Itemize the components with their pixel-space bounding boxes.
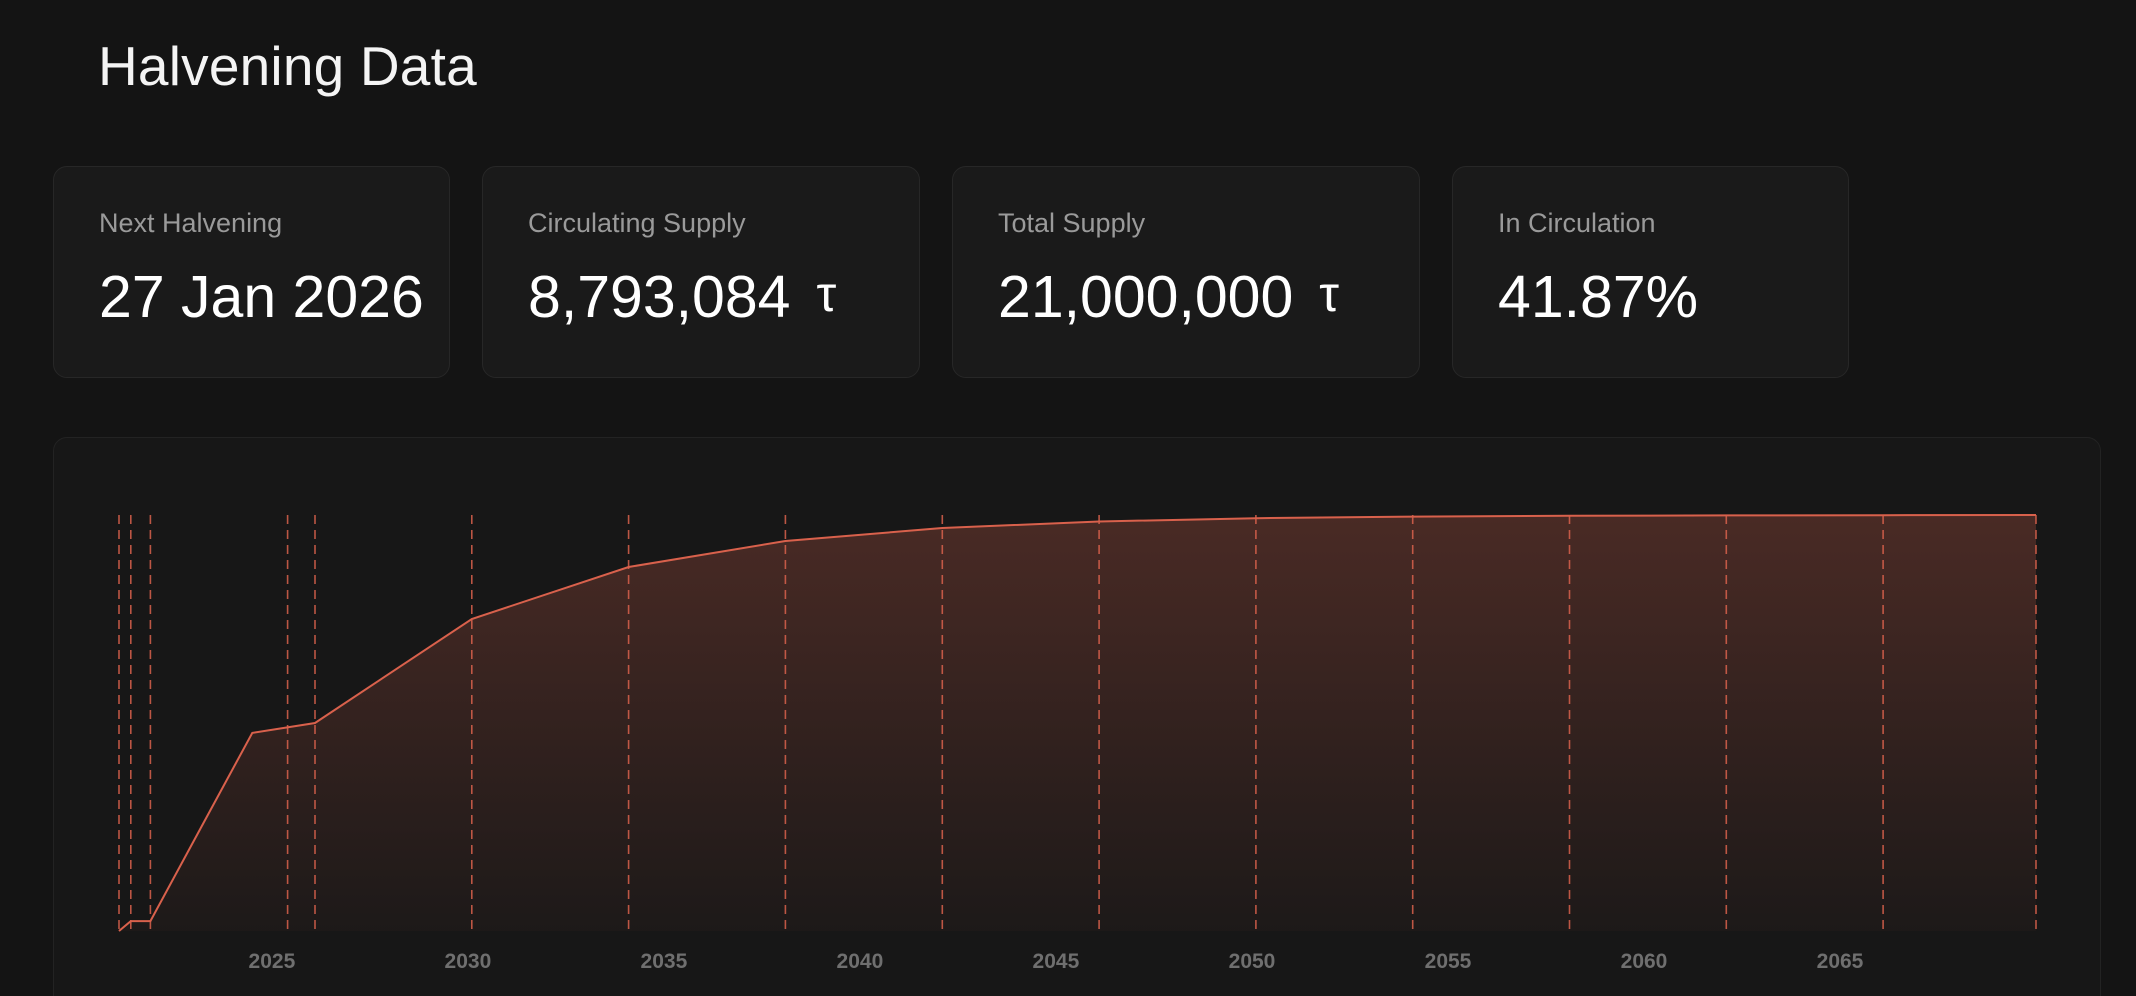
x-tick-label: 2025 bbox=[249, 950, 296, 973]
total-supply-card: Total Supply 21,000,000 τ bbox=[952, 166, 1420, 378]
page-title: Halvening Data bbox=[98, 35, 477, 97]
circulating-supply-card: Circulating Supply 8,793,084 τ bbox=[482, 166, 920, 378]
x-tick-label: 2050 bbox=[1229, 950, 1276, 973]
supply-chart: 2025 2030 2035 2040 2045 2050 2055 2060 2065 bbox=[118, 514, 2037, 973]
in-circulation-percent: 41.87% bbox=[1498, 264, 1699, 330]
total-supply-value: 21,000,000 τ bbox=[998, 263, 1339, 331]
x-tick-label: 2045 bbox=[1033, 950, 1080, 973]
next-halvening-card: Next Halvening 27 Jan 2026 bbox=[53, 166, 450, 378]
supply-chart-card: 2025 2030 2035 2040 2045 2050 2055 2060 2065 bbox=[53, 437, 2101, 996]
x-tick-label: 2065 bbox=[1817, 950, 1864, 973]
total-supply-number: 21,000,000 bbox=[998, 264, 1294, 330]
circulating-supply-number: 8,793,084 bbox=[528, 264, 791, 330]
tao-symbol-icon: τ bbox=[816, 266, 837, 322]
x-tick-label: 2030 bbox=[445, 950, 492, 973]
in-circulation-card: In Circulation 41.87% bbox=[1452, 166, 1849, 378]
x-tick-label: 2060 bbox=[1621, 950, 1668, 973]
x-tick-label: 2035 bbox=[641, 950, 688, 973]
tao-symbol-icon: τ bbox=[1319, 266, 1340, 322]
supply-series-line bbox=[118, 514, 2037, 932]
in-circulation-label: In Circulation bbox=[1498, 208, 1656, 238]
in-circulation-value: 41.87% bbox=[1498, 263, 1698, 331]
x-tick-label: 2040 bbox=[837, 950, 884, 973]
x-tick-label: 2055 bbox=[1425, 950, 1472, 973]
next-halvening-value: 27 Jan 2026 bbox=[99, 263, 424, 331]
total-supply-label: Total Supply bbox=[998, 208, 1146, 238]
next-halvening-date: 27 Jan 2026 bbox=[99, 264, 424, 330]
next-halvening-label: Next Halvening bbox=[99, 208, 283, 238]
circulating-supply-label: Circulating Supply bbox=[528, 208, 746, 238]
circulating-supply-value: 8,793,084 τ bbox=[528, 263, 836, 331]
supply-area-fill bbox=[119, 515, 2036, 931]
